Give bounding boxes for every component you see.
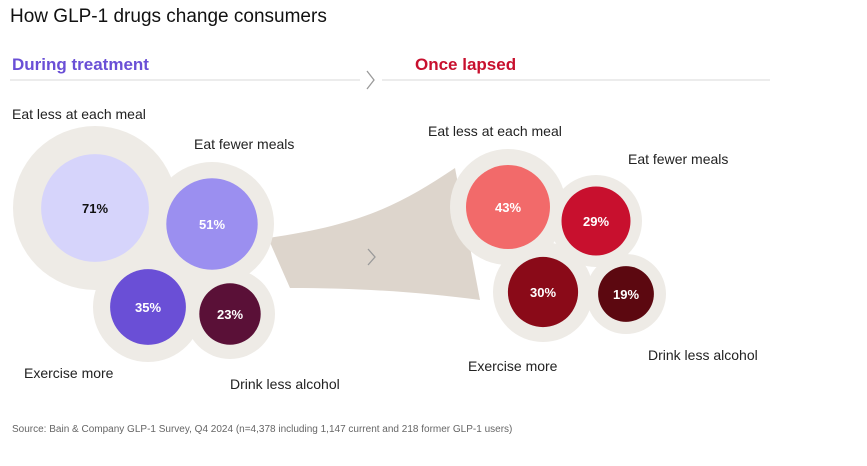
during-treatment-bubbles: 71% 51% 35% 23% [13,126,275,362]
during-bubble-1 [41,154,149,262]
source-note: Source: Bain & Company GLP-1 Survey, Q4 … [12,424,513,435]
funnel-shape [268,168,480,300]
during-label-alcohol: Drink less alcohol [230,376,340,392]
once-lapsed-bubbles: 43% 29% 30% 19% [450,149,666,342]
during-label-exercise: Exercise more [24,365,114,381]
during-label-fewer-meals: Eat fewer meals [194,136,295,152]
lapsed-value-label-1: 43% [495,200,521,215]
lapsed-value-label-3: 30% [530,285,556,300]
during-treatment-heading: During treatment [12,55,149,74]
lapsed-label-alcohol: Drink less alcohol [648,347,758,363]
during-value-label-2: 51% [199,217,225,232]
lapsed-value-label-2: 29% [583,214,609,229]
lapsed-bubble-4 [598,266,654,322]
lapsed-label-eat-less: Eat less at each meal [428,123,562,139]
during-bubble-3 [110,269,186,345]
lapsed-bubble-2 [561,186,631,256]
lapsed-bubble-3 [507,256,579,328]
lapsed-label-exercise: Exercise more [468,358,558,374]
during-label-eat-less: Eat less at each meal [12,106,146,122]
lapsed-value-label-4: 19% [613,287,639,302]
during-value-label-1: 71% [82,201,108,216]
lapsed-bubble-1 [466,165,550,249]
funnel-chevron-icon [367,248,376,266]
during-value-label-3: 35% [135,300,161,315]
chart-title: How GLP-1 drugs change consumers [10,6,327,27]
during-bubble-2 [166,178,258,270]
once-lapsed-heading: Once lapsed [415,55,517,74]
lapsed-label-fewer-meals: Eat fewer meals [628,151,729,167]
during-value-label-4: 23% [217,307,243,322]
chevron-right-icon [366,70,375,90]
during-bubble-4 [199,283,261,345]
